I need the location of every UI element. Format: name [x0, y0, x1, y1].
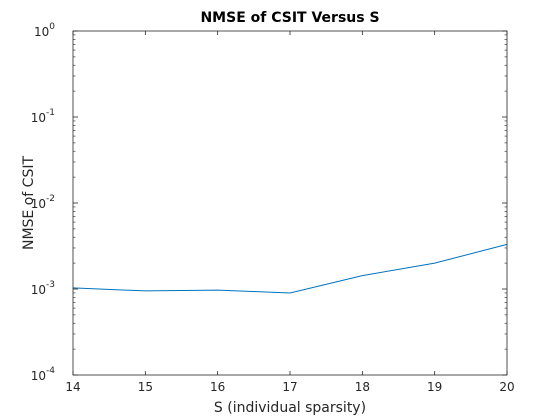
- x-axis-ticks: 14 15 16 17 18 19 20: [65, 31, 515, 394]
- x-axis-label: S (individual sparsity): [214, 400, 366, 416]
- x-tick-label: 15: [138, 380, 153, 394]
- y-tick-label: 10-4: [31, 366, 56, 383]
- x-tick-label: 17: [282, 380, 297, 394]
- series-line: [72, 243, 508, 294]
- x-tick-label: 18: [355, 380, 370, 394]
- x-tick-label: 19: [427, 380, 442, 394]
- y-tick-label: 10-1: [31, 108, 55, 125]
- y-tick-label: 100: [34, 22, 55, 39]
- y-tick-label: 10-3: [31, 280, 55, 297]
- x-tick-label: 20: [499, 380, 514, 394]
- series-layer: [72, 243, 508, 294]
- chart-title: NMSE of CSIT Versus S: [200, 10, 379, 26]
- x-tick-label: 14: [65, 380, 80, 394]
- x-tick-label: 16: [210, 380, 225, 394]
- plot-background: [73, 31, 507, 375]
- y-axis-label: NMSE of CSIT: [21, 156, 37, 250]
